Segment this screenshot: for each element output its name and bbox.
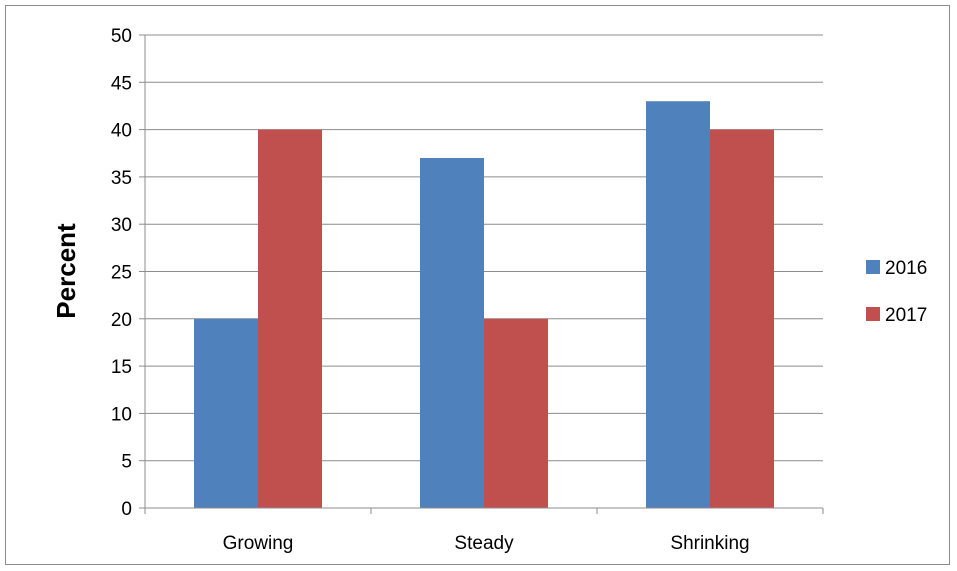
x-tick-labels: Growing Steady Shrinking — [144, 508, 824, 554]
y-tick-label: 30 — [111, 215, 132, 236]
legend: 2016 2017 — [866, 258, 927, 326]
y-tick-labels: 0 5 10 15 20 25 30 35 40 45 50 — [111, 26, 132, 520]
bar-2017-shrinking — [710, 129, 774, 508]
y-tick-label: 0 — [121, 499, 132, 520]
y-tick-label: 45 — [111, 73, 132, 94]
bar-2016-growing — [194, 318, 258, 508]
legend-swatch-2017 — [866, 307, 880, 321]
bars — [194, 101, 774, 509]
x-tick-label: Steady — [454, 533, 514, 554]
y-tick-label: 10 — [111, 404, 132, 425]
bar-2016-steady — [420, 157, 484, 509]
x-tick-label: Shrinking — [670, 533, 749, 554]
bar-2017-growing — [258, 129, 322, 508]
axes — [144, 35, 823, 509]
legend-label-2017: 2017 — [885, 305, 927, 326]
bar-2017-steady — [484, 318, 548, 508]
y-tick-label: 20 — [111, 310, 132, 331]
y-tick-label: 50 — [111, 26, 132, 47]
legend-label-2016: 2016 — [885, 258, 927, 279]
y-tick-label: 35 — [111, 168, 132, 189]
y-tick-label: 25 — [111, 263, 132, 284]
y-tick-label: 40 — [111, 121, 132, 142]
legend-swatch-2016 — [866, 260, 880, 274]
y-axis-label: Percent — [51, 223, 81, 319]
bar-2016-shrinking — [646, 101, 710, 508]
y-tick-label: 5 — [121, 452, 132, 473]
y-tick-label: 15 — [111, 357, 132, 378]
x-tick-label: Growing — [223, 533, 294, 554]
